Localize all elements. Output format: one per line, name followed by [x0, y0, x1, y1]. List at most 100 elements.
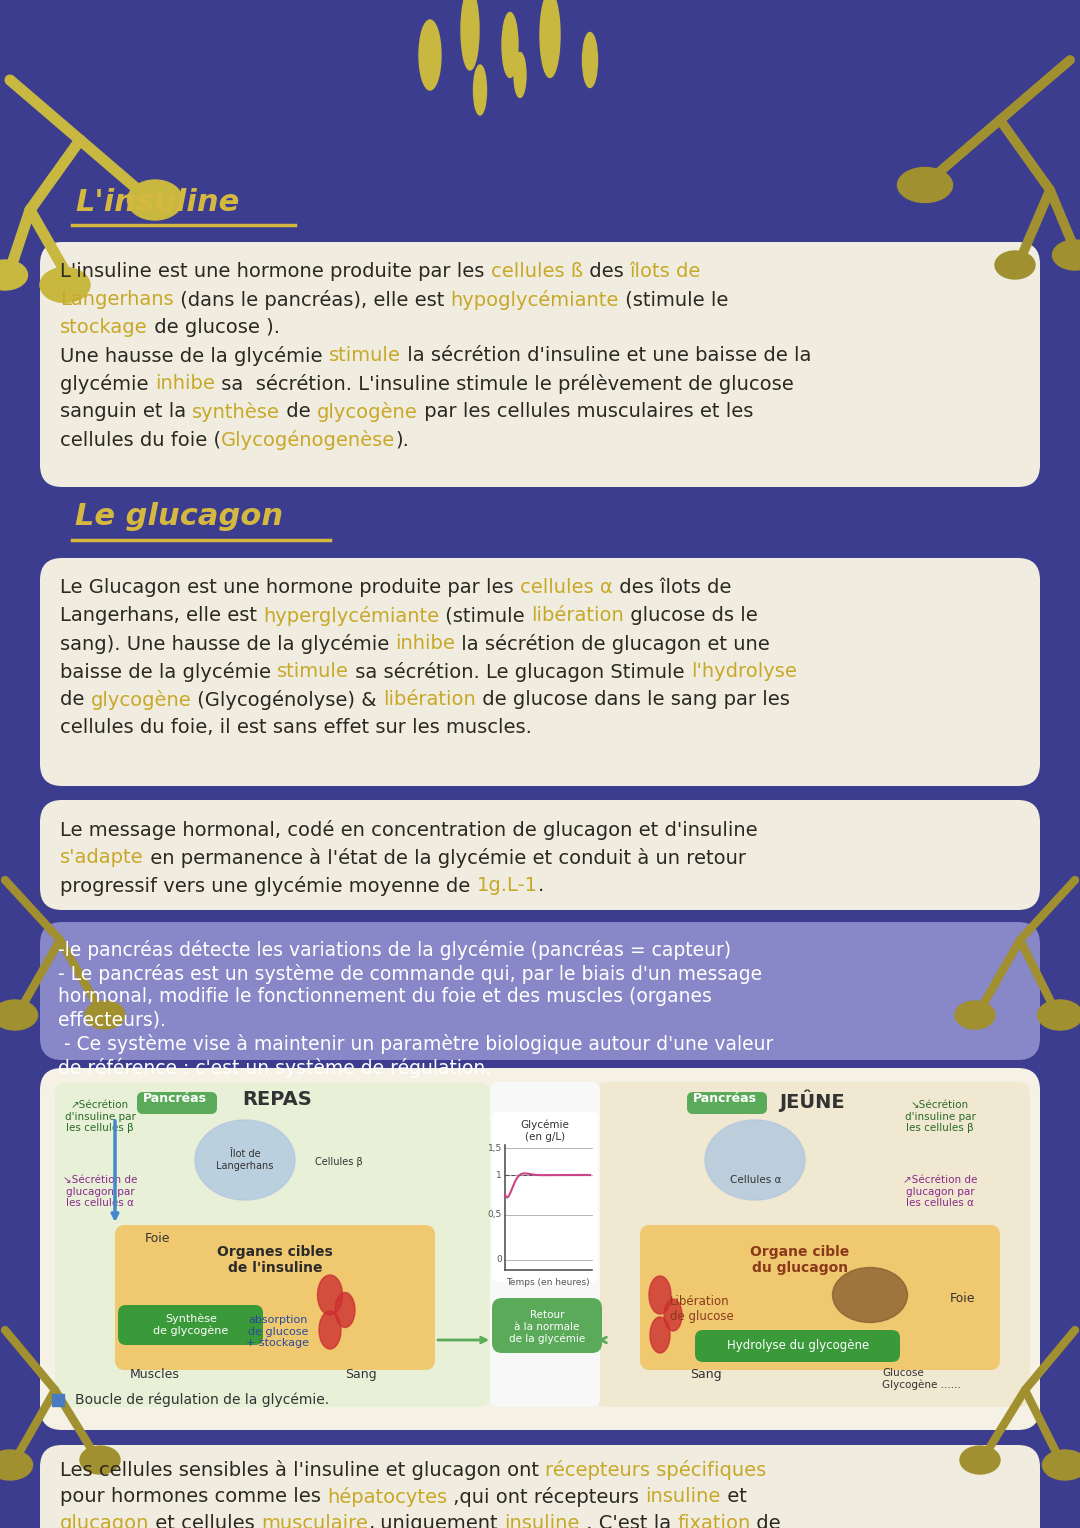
- Ellipse shape: [461, 0, 480, 70]
- FancyBboxPatch shape: [492, 1297, 602, 1352]
- Text: insuline: insuline: [504, 1514, 580, 1528]
- Text: ↘Sécrétion
d'insuline par
les cellules β: ↘Sécrétion d'insuline par les cellules β: [905, 1100, 975, 1134]
- Text: Synthèse
de glycogène: Synthèse de glycogène: [153, 1314, 229, 1337]
- FancyBboxPatch shape: [687, 1093, 767, 1114]
- Ellipse shape: [85, 1001, 125, 1028]
- Text: insuline: insuline: [646, 1487, 720, 1507]
- Text: -le pancréas détecte les variations de la glycémie (pancréas = capteur): -le pancréas détecte les variations de l…: [58, 940, 731, 960]
- Text: glycogène: glycogène: [91, 691, 191, 711]
- Text: progressif vers une glycémie moyenne de: progressif vers une glycémie moyenne de: [60, 876, 476, 895]
- Ellipse shape: [195, 1120, 295, 1199]
- FancyBboxPatch shape: [40, 801, 1040, 911]
- Text: Hydrolyse du glycogène: Hydrolyse du glycogène: [727, 1340, 869, 1352]
- Text: de glucose ).: de glucose ).: [148, 318, 280, 338]
- Ellipse shape: [514, 52, 526, 98]
- Text: .: .: [538, 876, 543, 895]
- Ellipse shape: [0, 1450, 32, 1481]
- Text: des îlots de: des îlots de: [612, 578, 731, 597]
- Ellipse shape: [0, 999, 38, 1030]
- Ellipse shape: [80, 1445, 120, 1475]
- Text: Le message hormonal, codé en concentration de glucagon et d'insuline: Le message hormonal, codé en concentrati…: [60, 821, 758, 840]
- Text: Retour
à la normale
de la glycémie: Retour à la normale de la glycémie: [509, 1309, 585, 1343]
- Text: Glycogénogenèse: Glycogénogenèse: [221, 429, 395, 451]
- Text: de: de: [60, 691, 91, 709]
- Text: ).: ).: [395, 429, 409, 449]
- Text: en permanence à l'état de la glycémie et conduit à un retour: en permanence à l'état de la glycémie et…: [144, 848, 745, 868]
- Text: Pancréas: Pancréas: [143, 1093, 207, 1105]
- Text: Îlot de
Langerhans: Îlot de Langerhans: [216, 1149, 273, 1170]
- Text: REPAS: REPAS: [242, 1089, 312, 1109]
- Ellipse shape: [335, 1293, 355, 1328]
- Text: 1g.L-1: 1g.L-1: [476, 876, 538, 895]
- FancyBboxPatch shape: [118, 1305, 264, 1345]
- Text: de référence : c'est un système de régulation.: de référence : c'est un système de régul…: [58, 1057, 491, 1077]
- Text: Foie: Foie: [950, 1293, 975, 1305]
- Text: stimule: stimule: [278, 662, 349, 681]
- Text: la sécrétion de glucagon et une: la sécrétion de glucagon et une: [456, 634, 770, 654]
- Text: de: de: [751, 1514, 781, 1528]
- Ellipse shape: [705, 1120, 805, 1199]
- Text: Libération
de glucose: Libération de glucose: [670, 1296, 733, 1323]
- Text: Cellules β: Cellules β: [315, 1157, 363, 1167]
- Text: glucose ds le: glucose ds le: [624, 607, 758, 625]
- Text: la sécrétion d'insuline et une baisse de la: la sécrétion d'insuline et une baisse de…: [401, 345, 811, 365]
- Text: JEÛNE: JEÛNE: [779, 1089, 845, 1112]
- Text: absorption
de glucose
+ stockage: absorption de glucose + stockage: [246, 1316, 310, 1348]
- Text: îlots de: îlots de: [630, 261, 701, 281]
- Text: cellules du foie, il est sans effet sur les muscles.: cellules du foie, il est sans effet sur …: [60, 718, 531, 736]
- Text: L'insuline: L'insuline: [75, 188, 240, 217]
- Text: Le Glucagon est une hormone produite par les: Le Glucagon est une hormone produite par…: [60, 578, 519, 597]
- Text: hépatocytes: hépatocytes: [327, 1487, 447, 1507]
- Text: 1: 1: [496, 1170, 502, 1180]
- Ellipse shape: [960, 1445, 1000, 1475]
- Text: 0: 0: [496, 1256, 502, 1265]
- FancyBboxPatch shape: [640, 1225, 1000, 1371]
- Text: stimule: stimule: [328, 345, 401, 365]
- Text: cellules du foie (: cellules du foie (: [60, 429, 221, 449]
- Text: ↘Sécrétion de
glucagon par
les cellules α: ↘Sécrétion de glucagon par les cellules …: [63, 1175, 137, 1209]
- Text: libération: libération: [383, 691, 476, 709]
- Text: Le glucagon: Le glucagon: [75, 503, 283, 532]
- Text: fixation: fixation: [677, 1514, 751, 1528]
- Text: - Le pancréas est un système de commande qui, par le biais d'un message: - Le pancréas est un système de commande…: [58, 964, 762, 984]
- Ellipse shape: [0, 260, 27, 290]
- Text: Organes cibles
de l'insuline: Organes cibles de l'insuline: [217, 1245, 333, 1276]
- FancyBboxPatch shape: [492, 1112, 598, 1282]
- Text: - Ce système vise à maintenir un paramètre biologique autour d'une valeur: - Ce système vise à maintenir un paramèt…: [58, 1034, 773, 1054]
- Text: Pancréas: Pancréas: [693, 1093, 757, 1105]
- Text: 1,5: 1,5: [488, 1143, 502, 1152]
- Ellipse shape: [649, 1276, 671, 1314]
- Ellipse shape: [502, 12, 518, 78]
- Text: Organe cible
du glucagon: Organe cible du glucagon: [751, 1245, 850, 1276]
- Text: Sang: Sang: [345, 1368, 377, 1381]
- FancyBboxPatch shape: [40, 558, 1040, 785]
- Text: Les cellules sensibles à l'insuline et glucagon ont: Les cellules sensibles à l'insuline et g…: [60, 1459, 545, 1481]
- Ellipse shape: [1042, 1450, 1080, 1481]
- Text: glycémie: glycémie: [60, 374, 154, 394]
- Text: synthèse: synthèse: [192, 402, 280, 422]
- Text: Cellules α: Cellules α: [730, 1175, 781, 1186]
- Text: s'adapte: s'adapte: [60, 848, 144, 866]
- Ellipse shape: [419, 20, 441, 90]
- Text: ,: ,: [368, 1514, 375, 1528]
- Text: Langerhans, elle est: Langerhans, elle est: [60, 607, 264, 625]
- Ellipse shape: [540, 0, 561, 78]
- Text: sang). Une hausse de la glycémie: sang). Une hausse de la glycémie: [60, 634, 395, 654]
- Text: glucagon: glucagon: [60, 1514, 149, 1528]
- Text: Une hausse de la glycémie: Une hausse de la glycémie: [60, 345, 328, 367]
- FancyBboxPatch shape: [595, 1082, 1030, 1407]
- Text: l'hydrolyse: l'hydrolyse: [691, 662, 797, 681]
- Text: hyperglycémiante: hyperglycémiante: [264, 607, 440, 626]
- Text: sanguin et la: sanguin et la: [60, 402, 192, 422]
- Text: (Glycogénolyse) &: (Glycogénolyse) &: [191, 691, 383, 711]
- Ellipse shape: [1053, 240, 1080, 270]
- FancyBboxPatch shape: [137, 1093, 217, 1114]
- Ellipse shape: [127, 180, 183, 220]
- Text: baisse de la glycémie: baisse de la glycémie: [60, 662, 278, 681]
- Text: glycogène: glycogène: [318, 402, 418, 422]
- FancyBboxPatch shape: [696, 1329, 900, 1361]
- Text: 0,5: 0,5: [488, 1210, 502, 1219]
- Text: ↗Sécrétion de
glucagon par
les cellules α: ↗Sécrétion de glucagon par les cellules …: [903, 1175, 977, 1209]
- Text: pour hormones comme les: pour hormones comme les: [60, 1487, 327, 1507]
- FancyBboxPatch shape: [40, 1445, 1040, 1528]
